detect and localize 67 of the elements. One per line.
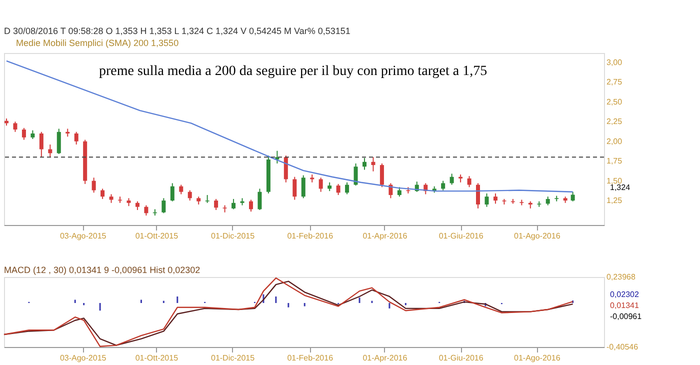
candlestick: [179, 184, 184, 195]
y-tick-label: 3,00: [606, 58, 623, 67]
y-tick-label: 2,75: [606, 78, 623, 87]
x-tick-label: 01-Apr-2016: [362, 232, 408, 240]
candlestick: [170, 182, 174, 202]
candlestick: [441, 180, 446, 191]
x-tick-label: 01-Feb-2016: [287, 232, 334, 240]
candlestick: [100, 188, 105, 200]
candlestick: [371, 156, 376, 172]
y-tick-label: 1,50: [606, 176, 623, 186]
candlestick: [284, 155, 288, 183]
candlestick: [467, 176, 472, 188]
x-tick-label: 03-Ago-2015: [60, 354, 107, 362]
candlestick: [354, 162, 358, 186]
x-tick-label: 01-Ott-2015: [135, 354, 179, 362]
y-tick-label: 2,25: [606, 117, 623, 126]
y-tick-label: 1,25: [606, 196, 623, 206]
candlestick: [397, 186, 402, 198]
candlestick: [301, 174, 306, 199]
candlestick: [336, 183, 340, 196]
candlestick: [188, 190, 192, 202]
candlestick: [248, 199, 253, 212]
x-tick-label: 01-Ago-2016: [514, 232, 561, 240]
y-tick-label: -0,40546: [606, 342, 639, 352]
text: Medie Mobili Semplici (SMA) 200 1,3550: [16, 38, 179, 48]
y-tick-label: 2,00: [606, 136, 623, 146]
text: -0,00961: [610, 312, 642, 321]
candlestick: [92, 177, 96, 194]
candlestick: [362, 157, 366, 170]
text: 1,324: [610, 183, 631, 192]
x-tick-label: 01-Giu-2016: [438, 354, 484, 362]
candlestick: [56, 128, 61, 154]
candlestick: [232, 198, 236, 210]
candlestick: [570, 191, 575, 202]
text: 0,02302: [610, 290, 640, 299]
x-tick-label: 01-Dic-2015: [210, 354, 256, 362]
text: 0,01341: [610, 301, 640, 310]
x-tick-label: 03-Ago-2015: [60, 232, 107, 240]
x-tick-label: 01-Dic-2015: [210, 232, 256, 240]
x-tick-label: 01-Apr-2016: [362, 354, 408, 362]
text: D 30/08/2016 T 09:58:28 O 1,353 H 1,353 L 1,324 C 1,324 V 0,54245 M Var% 0,53151: [4, 26, 350, 36]
candlestick: [13, 121, 18, 132]
x-tick-label: 01-Ott-2015: [135, 232, 179, 240]
y-tick-label: 1,75: [606, 156, 623, 166]
candlestick: [162, 198, 166, 214]
candlestick: [318, 177, 323, 192]
annotation: preme sulla media a 200 da seguire per il buy con primo target a 1,75: [99, 64, 488, 79]
candlestick: [214, 198, 218, 211]
candlestick: [450, 173, 454, 186]
candlestick: [476, 182, 480, 209]
candlestick: [74, 131, 78, 146]
candlestick: [39, 131, 44, 158]
candlestick: [292, 176, 297, 200]
candlestick: [484, 192, 489, 208]
line-series: [6, 60, 574, 192]
candlestick: [144, 204, 148, 216]
y-tick-label: 0,23968: [606, 272, 636, 282]
x-tick-label: 01-Giu-2016: [438, 232, 484, 240]
text: MACD (12 , 30) 0,01341 9 -0,00961 Hist 0,02302: [4, 265, 200, 275]
candlestick: [493, 192, 498, 204]
candlestick: [258, 188, 262, 211]
y-tick-label: 2,50: [606, 97, 623, 106]
candlestick: [345, 182, 350, 195]
candlestick: [22, 127, 26, 140]
candlestick: [380, 162, 384, 188]
x-tick-label: 01-Ago-2016: [514, 354, 561, 362]
x-tick-label: 01-Feb-2016: [287, 354, 334, 362]
